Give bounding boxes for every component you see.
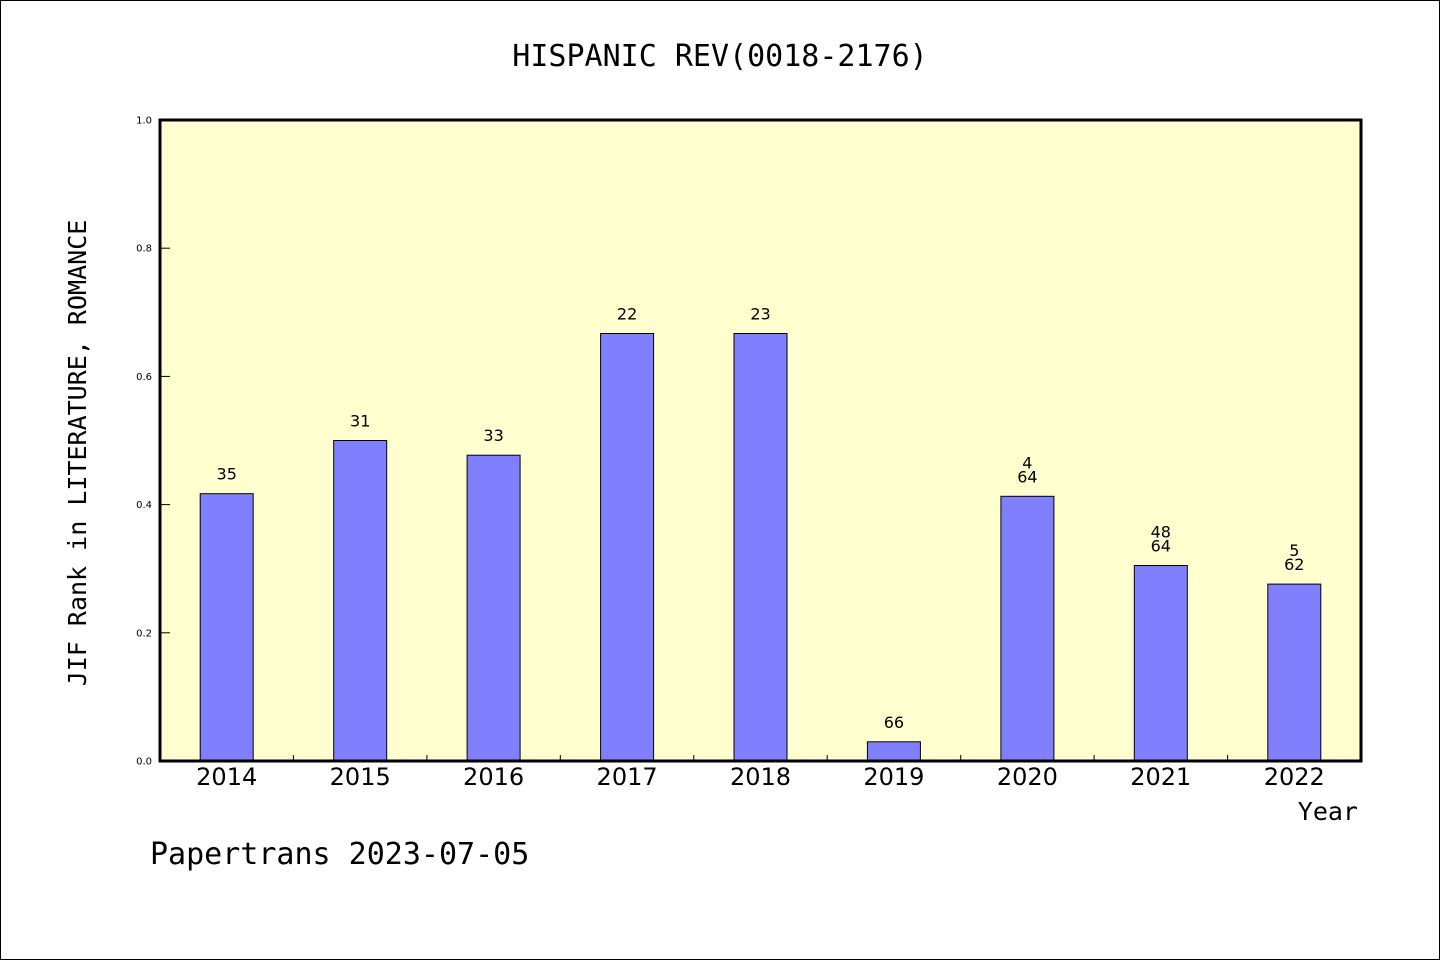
chart-title: HISPANIC REV(0018-2176) xyxy=(512,39,927,74)
bar-2014 xyxy=(199,493,254,762)
x-tick-label-2014: 2014 xyxy=(196,763,257,791)
bar-2016 xyxy=(466,454,521,762)
bar-label-2016: 33 xyxy=(483,426,503,445)
y-tick-label-0.8: 0.8 xyxy=(136,244,152,255)
y-tick-label-0.6: 0.6 xyxy=(136,372,152,383)
bar-2021 xyxy=(1133,565,1188,762)
bar-label-2022-1: 5 xyxy=(1289,541,1299,560)
x-axis-label: Year xyxy=(1298,797,1358,826)
bar-label-2017: 22 xyxy=(617,305,637,324)
bars-group xyxy=(199,333,1322,762)
y-tick-label-0.4: 0.4 xyxy=(136,500,152,511)
bar-label-2022-2: 62 xyxy=(1284,555,1304,574)
bar-2017 xyxy=(600,333,655,762)
bar-2018 xyxy=(733,333,788,762)
footer-text: Papertrans 2023-07-05 xyxy=(150,837,529,872)
x-tick-label-2019: 2019 xyxy=(863,763,924,791)
x-tick-label-2021: 2021 xyxy=(1130,763,1191,791)
x-tick-label-2022: 2022 xyxy=(1264,763,1325,791)
bar-label-2014: 35 xyxy=(217,465,237,484)
bar-label-2021-2: 64 xyxy=(1151,537,1171,556)
x-tick-label-2017: 2017 xyxy=(597,763,658,791)
bar-label-2021-1: 48 xyxy=(1151,523,1171,542)
bar-label-2020-2: 64 xyxy=(1017,467,1037,486)
y-tick-label-1.0: 1.0 xyxy=(136,116,152,127)
x-tick-label-2016: 2016 xyxy=(463,763,524,791)
x-tick-label-2015: 2015 xyxy=(330,763,391,791)
plot-border xyxy=(158,118,1363,763)
bar-2019 xyxy=(866,741,921,762)
y-tick-label-0.0: 0.0 xyxy=(136,757,152,768)
bar-2020 xyxy=(1000,495,1055,762)
bar-label-2020-1: 4 xyxy=(1022,453,1032,472)
bar-label-2019: 66 xyxy=(884,713,904,732)
bar-label-2015: 31 xyxy=(350,412,370,431)
x-tick-label-2018: 2018 xyxy=(730,763,791,791)
ticks-group: 2014 2015 2016 2017 2018 2019 2020 2021 2022 0.0 0… xyxy=(136,116,1325,792)
bar-2022 xyxy=(1267,583,1322,762)
y-tick-label-0.2: 0.2 xyxy=(136,628,152,639)
x-tick-label-2020: 2020 xyxy=(997,763,1058,791)
y-axis-label: JIF Rank in LITERATURE, ROMANCE xyxy=(63,220,92,687)
bar-label-2018: 23 xyxy=(750,305,770,324)
bar-2015 xyxy=(333,440,388,762)
